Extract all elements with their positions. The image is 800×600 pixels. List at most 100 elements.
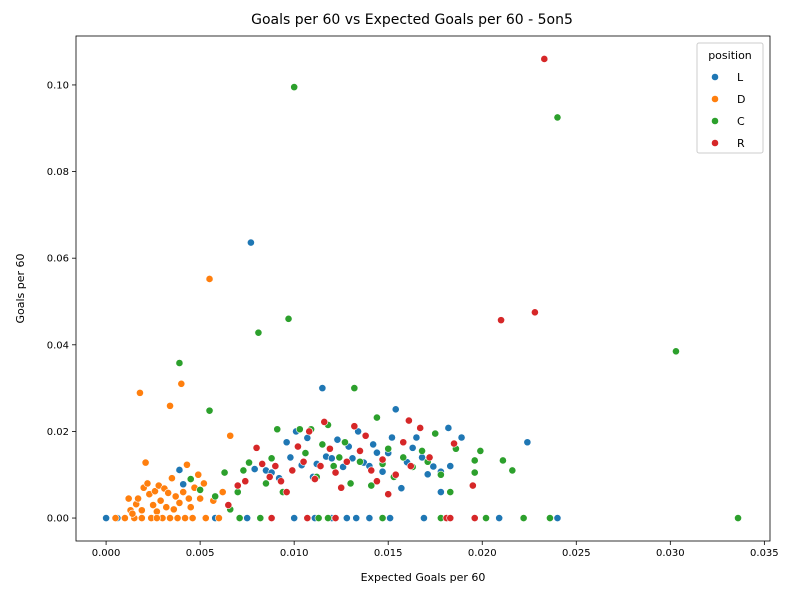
scatter-point-D: [149, 501, 158, 509]
scatter-point-C: [262, 479, 270, 488]
scatter-point-C: [245, 458, 253, 467]
scatter-point-D: [156, 496, 165, 505]
scatter-point-C: [267, 454, 276, 463]
x-tick-label: 0.005: [186, 548, 215, 559]
legend-box: [696, 42, 764, 154]
x-tick-label: 0.000: [92, 548, 121, 559]
scatter-point-C: [273, 425, 282, 434]
scatter-point-L: [348, 454, 357, 463]
legend-label-C: C: [737, 115, 745, 128]
scatter-point-C: [367, 481, 376, 490]
scatter-point-L: [333, 435, 342, 444]
legend-title: position: [708, 49, 752, 62]
scatter-point-D: [184, 494, 193, 503]
scatter-point-C: [295, 425, 304, 434]
x-tick-label: 0.030: [656, 548, 685, 559]
scatter-point-R: [267, 514, 276, 522]
scatter-point-C: [399, 453, 408, 462]
scatter-point-R: [373, 477, 381, 486]
scatter-point-R: [540, 55, 549, 63]
scatter-point-R: [356, 447, 364, 455]
scatter-point-C: [508, 466, 517, 475]
scatter-point-C: [284, 314, 293, 323]
scatter-point-R: [468, 481, 477, 490]
scatter-point-L: [446, 462, 455, 470]
scatter-point-R: [299, 457, 308, 466]
scatter-point-L: [369, 440, 378, 449]
scatter-point-R: [310, 475, 319, 483]
scatter-point-D: [168, 474, 176, 483]
x-tick-label: 0.035: [750, 548, 779, 559]
scatter-point-D: [152, 514, 161, 522]
scatter-point-L: [436, 488, 445, 496]
scatter-point-L: [303, 434, 312, 442]
scatter-point-R: [325, 444, 334, 453]
scatter-point-C: [220, 468, 229, 477]
scatter-point-R: [288, 466, 297, 475]
scatter-point-C: [346, 479, 355, 488]
scatter-point-R: [252, 443, 261, 452]
scatter-point-R: [404, 416, 413, 425]
scatter-point-R: [337, 483, 346, 492]
y-tick-label: 0.08: [47, 167, 69, 178]
scatter-point-D: [181, 514, 189, 522]
scatter-point-C: [384, 444, 393, 453]
scatter-point-C: [186, 475, 195, 483]
scatter-point-C: [436, 470, 445, 479]
y-tick-label: 0.00: [47, 514, 69, 525]
scatter-point-C: [329, 462, 338, 470]
scatter-point-R: [305, 427, 314, 436]
scatter-point-R: [391, 470, 400, 479]
y-tick-label: 0.06: [47, 254, 69, 265]
scatter-point-C: [301, 449, 310, 457]
scatter-point-L: [420, 514, 428, 522]
scatter-point-C: [324, 514, 332, 522]
scatter-point-D: [162, 503, 171, 512]
scatter-point-R: [294, 442, 302, 451]
scatter-point-L: [342, 514, 351, 522]
scatter-point-D: [143, 479, 152, 488]
scatter-point-C: [373, 413, 381, 422]
scatter-point-L: [391, 405, 400, 414]
x-tick-label: 0.025: [562, 548, 591, 559]
scatter-point-R: [378, 455, 387, 464]
scatter-point-R: [331, 468, 340, 477]
scatter-point-C: [356, 457, 364, 466]
legend-marker-D: [711, 95, 719, 103]
scatter-point-R: [416, 424, 425, 432]
scatter-point-D: [173, 514, 182, 522]
scatter-point-D: [215, 514, 223, 522]
scatter-point-C: [446, 488, 455, 496]
scatter-point-L: [354, 427, 363, 436]
scatter-point-L: [408, 443, 417, 452]
scatter-point-D: [218, 488, 227, 496]
scatter-point-L: [365, 514, 374, 522]
scatter-point-R: [241, 477, 250, 486]
scatter-point-C: [314, 514, 323, 522]
scatter-point-R: [320, 417, 329, 426]
scatter-point-L: [250, 465, 259, 473]
scatter-point-D: [124, 494, 133, 503]
scatter-point-C: [318, 440, 327, 449]
y-tick-label: 0.10: [47, 80, 69, 91]
scatter-point-C: [482, 514, 490, 522]
scatter-point-L: [373, 448, 381, 457]
scatter-point-R: [342, 457, 351, 466]
scatter-point-D: [151, 487, 159, 496]
scatter-point-D: [177, 379, 186, 388]
scatter-point-L: [553, 514, 562, 522]
scatter-point-L: [495, 514, 504, 522]
scatter-point-R: [384, 490, 393, 499]
scatter-point-D: [186, 503, 195, 512]
scatter-point-R: [399, 438, 408, 447]
scatter-point-D: [226, 431, 235, 440]
scatter-point-D: [152, 507, 161, 516]
scatter-point-R: [258, 460, 267, 468]
scatter-point-R: [277, 477, 285, 486]
x-axis-ticks: 0.000 0.005 0.010 0.015 0.020 0.025 0.030 0.035: [92, 541, 779, 559]
y-tick-label: 0.02: [47, 427, 69, 438]
scatter-point-L: [397, 484, 406, 493]
scatter-point-D: [199, 479, 208, 488]
scatter-point-D: [171, 492, 180, 501]
